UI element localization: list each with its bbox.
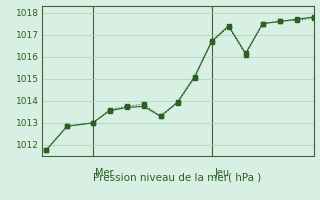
- Text: Mer: Mer: [95, 168, 114, 178]
- X-axis label: Pression niveau de la mer( hPa ): Pression niveau de la mer( hPa ): [93, 173, 262, 183]
- Text: Jeu: Jeu: [214, 168, 229, 178]
